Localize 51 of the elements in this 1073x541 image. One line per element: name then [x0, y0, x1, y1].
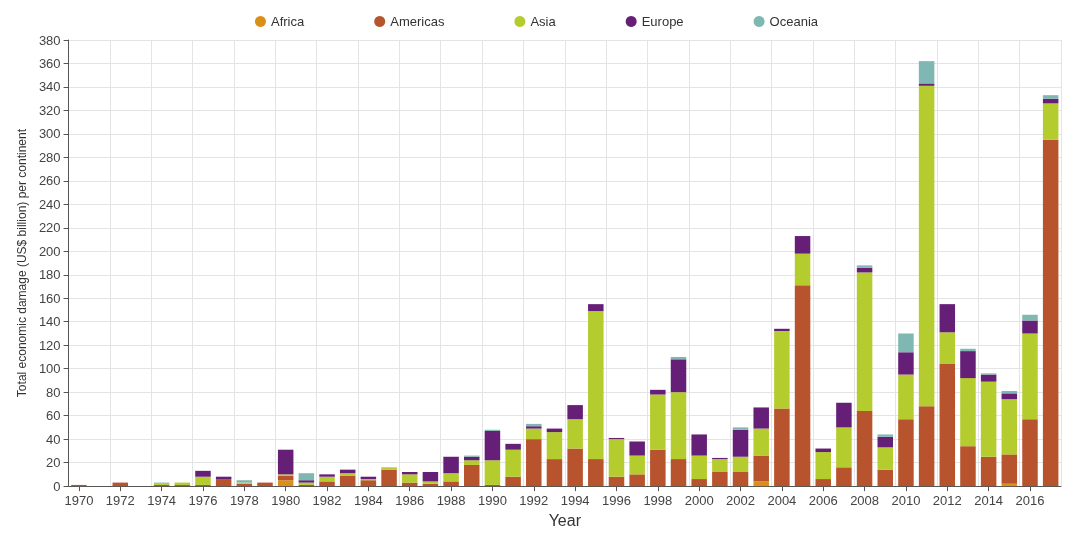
x-tick-label: 2002 [726, 493, 755, 509]
y-tick-label: 240 [38, 196, 61, 212]
legend-label: Europe [641, 14, 684, 29]
x-tick-label: 1996 [602, 493, 631, 509]
y-tick-label: 260 [38, 173, 61, 189]
x-tick-label: 2008 [850, 493, 880, 509]
y-tick-label: 120 [38, 337, 61, 353]
x-tick-label: 1982 [312, 493, 342, 509]
x-tick-label: 2010 [891, 493, 921, 509]
y-tick-label: 0 [53, 478, 61, 494]
y-tick-label: 340 [38, 79, 61, 95]
x-tick-label: 1970 [64, 493, 94, 509]
y-tick-label: 160 [38, 290, 61, 306]
x-tick-label: 1998 [643, 493, 673, 509]
x-tick-label: 2014 [974, 493, 1004, 509]
y-tick-label: 40 [46, 431, 61, 447]
y-tick-label: 100 [38, 361, 61, 377]
legend-label: Americas [390, 14, 445, 29]
x-tick-label: 2012 [932, 493, 962, 509]
x-tick-label: 1978 [229, 493, 259, 509]
x-tick-label: 1976 [188, 493, 218, 509]
y-tick-label: 60 [46, 408, 61, 424]
y-tick-label: 140 [38, 314, 61, 330]
y-tick-label: 200 [38, 243, 61, 259]
y-tick-label: 80 [46, 384, 61, 400]
x-tick-label: 2006 [808, 493, 838, 509]
y-tick-label: 180 [38, 267, 61, 283]
y-tick-label: 380 [38, 32, 61, 48]
legend-label: Asia [530, 14, 557, 29]
legend-label: Africa [270, 14, 305, 29]
x-tick-label: 1994 [560, 493, 590, 509]
x-tick-label: 1990 [477, 493, 507, 509]
x-tick-label: 1974 [147, 493, 177, 509]
x-axis-title: Year [548, 511, 582, 529]
y-axis-title: Total economic damage (US$ billion) per continent [15, 128, 29, 398]
y-tick-label: 320 [38, 102, 61, 118]
x-tick-label: 2000 [684, 493, 714, 509]
legend-label: Oceania [769, 14, 819, 29]
y-tick-label: 360 [38, 55, 61, 71]
x-tick-label: 1986 [395, 493, 425, 509]
x-tick-label: 1992 [519, 493, 549, 509]
x-tick-label: 2004 [767, 493, 797, 509]
x-tick-label: 1980 [271, 493, 301, 509]
x-tick-label: 1972 [105, 493, 135, 509]
y-tick-label: 300 [38, 126, 61, 142]
x-tick-label: 1988 [436, 493, 466, 509]
x-tick-label: 2016 [1015, 493, 1045, 509]
x-tick-label: 1984 [353, 493, 383, 509]
y-tick-label: 280 [38, 149, 61, 165]
y-tick-label: 220 [38, 220, 61, 236]
y-tick-label: 20 [46, 455, 61, 471]
